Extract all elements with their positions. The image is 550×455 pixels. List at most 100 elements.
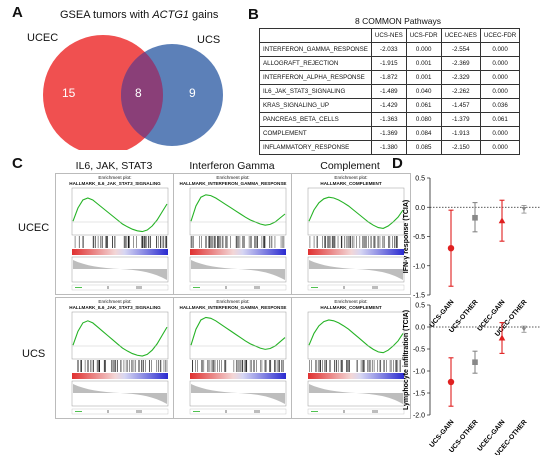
pathway-name-cell: IL6_JAK_STAT3_SIGNALING [259, 84, 372, 99]
pathways-table-header: UCS-NES UCS-FDR UCEC-NES UCEC-FDR [259, 28, 521, 43]
pathway-value-cell: 0.036 [479, 98, 521, 113]
pathway-name-cell: INTERFERON_ALPHA_RESPONSE [259, 70, 372, 85]
gsea-plot-name: HALLMARK_IL6_JAK_STAT3_SIGNALING [69, 305, 161, 310]
gsea-plot-graphics [189, 311, 287, 415]
pathway-value-cell: 0.000 [479, 140, 521, 155]
gsea-plot-graphics [71, 311, 169, 415]
pathway-value-cell: -1.369 [370, 126, 407, 141]
pathway-name-cell: KRAS_SIGNALING_UP [259, 98, 372, 113]
venn-title-gene: ACTG1 [152, 9, 189, 21]
gsea-es-frame [189, 311, 287, 360]
pathway-value-cell: 0.080 [405, 112, 442, 127]
gsea-hit-ticks [74, 236, 168, 248]
pathway-name-cell: ALLOGRAFT_REJECTION [259, 56, 372, 71]
gsea-es-curve [308, 319, 404, 354]
pathway-value-cell: 0.000 [479, 70, 521, 85]
pathways-header-cell [259, 28, 372, 43]
gsea-ranked-metric [309, 384, 403, 404]
gsea-metric-frame [189, 256, 287, 283]
venn-title-suffix: gains [189, 9, 219, 21]
gsea-metric-frame [307, 380, 405, 407]
gsea-legend-metric-swatch [136, 286, 142, 289]
pathways-header-cell: UCS-NES [370, 28, 407, 43]
venn-label-ucec: UCEC [27, 32, 59, 44]
gsea-hit-ticks [309, 360, 401, 372]
pathways-table-row: ALLOGRAFT_REJECTION -1.915 0.001 -2.369 0.00… [259, 56, 521, 71]
gsea-plot-heading: Enrichment plot: [334, 299, 368, 304]
pathways-table-row: INFLAMMATORY_RESPONSE -1.380 0.085 -2.150 0.… [259, 140, 521, 155]
gsea-hit-ticks [192, 360, 284, 372]
pathways-title: 8 COMMON Pathways [355, 16, 441, 26]
pathway-value-cell: -2.329 [440, 70, 481, 85]
dplot-point [498, 217, 506, 224]
gsea-ranking-bar [308, 373, 404, 379]
pathway-value-cell: 0.085 [405, 140, 442, 155]
gsea-es-frame [71, 187, 169, 236]
pathway-name-cell: INFLAMMATORY_RESPONSE [259, 140, 372, 155]
gsea-ranking-bar [190, 249, 286, 255]
gsea-legend-metric-swatch [254, 410, 260, 413]
gsea-enrichment-plot-ucs-complement: Enrichment plot: HALLMARK_COMPLEMENT [291, 297, 411, 419]
dplot-point [472, 359, 478, 365]
gsea-es-curve [190, 316, 286, 350]
gsea-es-frame [307, 311, 405, 360]
pathway-value-cell: 0.001 [405, 70, 442, 85]
gsea-ranking-bar [72, 373, 168, 379]
gsea-ranking-bar [308, 249, 404, 255]
pathway-name-cell: INTERFERON_GAMMA_RESPONSE [259, 42, 372, 57]
gsea-es-curve [308, 196, 404, 229]
gsea-legend-box [307, 284, 405, 291]
gsea-column-title-il6: IL6, JAK, STAT3 [75, 160, 153, 172]
pathways-table-row: INTERFERON_ALPHA_RESPONSE -1.872 0.001 -2.3… [259, 70, 521, 85]
pathway-value-cell: 0.061 [405, 98, 442, 113]
dplot-y-label: Lymphocyte infiltration (TCIA) [403, 310, 410, 410]
gsea-enrichment-plot-ucec-il6: Enrichment plot: HALLMARK_IL6_JAK_STAT3_S… [55, 173, 175, 295]
gsea-plot-graphics [71, 187, 169, 291]
dplot-y-tick-label: 0.0 [415, 205, 425, 212]
pathway-value-cell: -2.554 [440, 42, 481, 57]
pathway-value-cell: -2.262 [440, 84, 481, 99]
gsea-es-frame [189, 187, 287, 236]
gsea-hit-ticks [309, 236, 398, 248]
pathways-table: UCS-NES UCS-FDR UCEC-NES UCEC-FDR INTERFERO… [259, 28, 521, 155]
gsea-plot-heading: Enrichment plot: [98, 175, 132, 180]
venn-title: GSEA tumors with ACTG1 gains [60, 9, 218, 21]
panel-c-letter: C [12, 155, 23, 172]
dplot-point [472, 214, 478, 221]
pathway-value-cell: -2.150 [440, 140, 481, 155]
pathways-header-cell: UCEC-FDR [479, 28, 521, 43]
venn-overlap-region [120, 51, 164, 139]
pathway-value-cell: -1.457 [440, 98, 481, 113]
pathway-value-cell: 0.000 [479, 126, 521, 141]
dplot-y-tick-label: -0.5 [413, 347, 425, 354]
pathway-value-cell: 0.000 [405, 42, 442, 57]
gsea-plot-name: HALLMARK_INTERFERON_GAMMA_RESPONSE [179, 305, 287, 310]
gsea-es-curve [72, 320, 168, 357]
venn-count-overlap: 8 [135, 86, 142, 100]
venn-count-ucs-only: 9 [189, 86, 196, 100]
gsea-plot-name: HALLMARK_COMPLEMENT [320, 305, 382, 310]
gsea-plot-graphics [307, 311, 405, 415]
gsea-es-frame [307, 187, 405, 236]
pathway-value-cell: 0.000 [479, 42, 521, 57]
gsea-metric-frame [307, 256, 405, 283]
gsea-ranking-bar [190, 373, 286, 379]
gsea-legend-metric-swatch [136, 410, 142, 413]
pathway-value-cell: -1.363 [370, 112, 407, 127]
pathways-table-row: COMPLEMENT -1.369 0.084 -1.913 0.000 [259, 126, 521, 141]
gsea-enrichment-plot-ucec-ifng: Enrichment plot: HALLMARK_INTERFERON_GAMM… [173, 173, 293, 295]
gsea-es-curve [190, 194, 286, 226]
gsea-plot-name: HALLMARK_IL6_JAK_STAT3_SIGNALING [69, 181, 161, 186]
dplot-point [498, 334, 506, 341]
gsea-ranking-bar [72, 249, 168, 255]
panel-a-letter: A [12, 4, 23, 21]
pathway-value-cell: -1.913 [440, 126, 481, 141]
gsea-ranked-metric [309, 260, 403, 280]
pathway-name-cell: COMPLEMENT [259, 126, 372, 141]
dplot-y-tick-label: 0.5 [415, 176, 425, 183]
pathway-value-cell: -1.872 [370, 70, 407, 85]
pathway-value-cell: 0.000 [479, 84, 521, 99]
